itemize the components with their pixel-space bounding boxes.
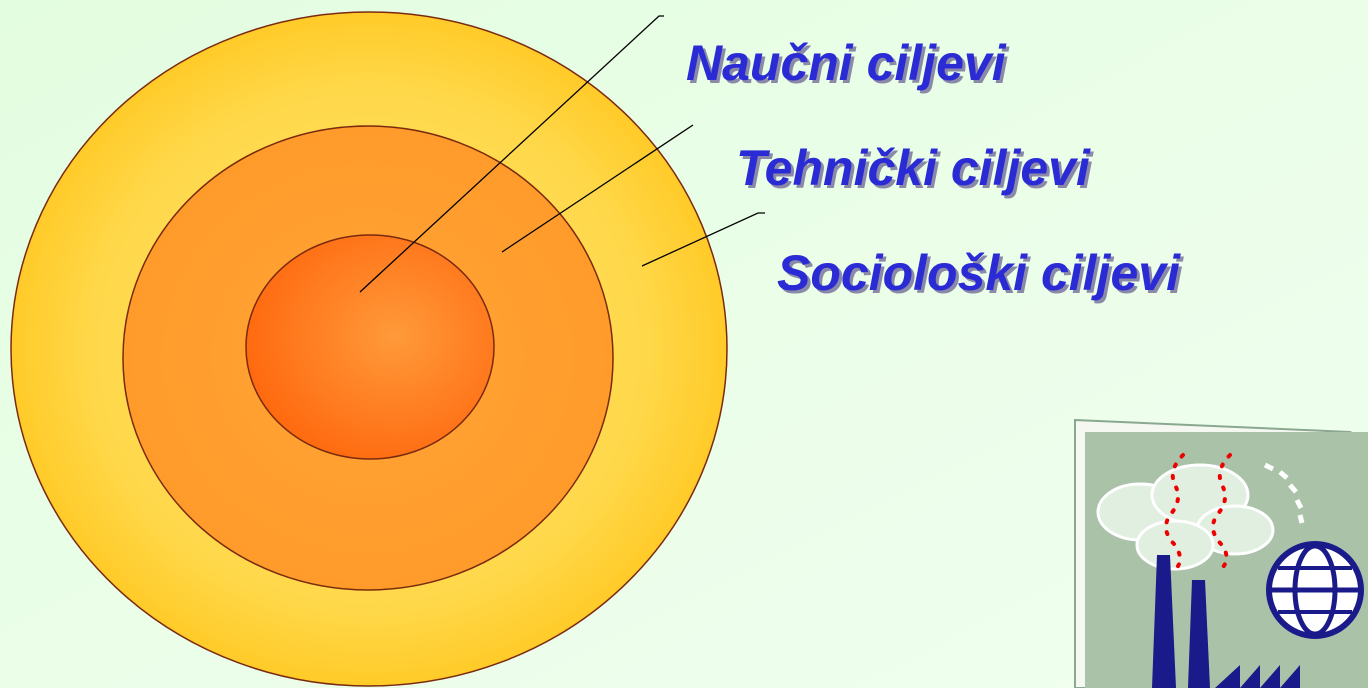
- inner-circle: [246, 235, 494, 459]
- label: Sociološki ciljevi: [777, 245, 1181, 301]
- label: Tehnički ciljevi: [736, 140, 1091, 196]
- slide: Naučni ciljevi Naučni ciljevi Tehnički c…: [0, 0, 1368, 688]
- label: Naučni ciljevi: [686, 35, 1007, 91]
- factory-clipart: [1075, 420, 1368, 688]
